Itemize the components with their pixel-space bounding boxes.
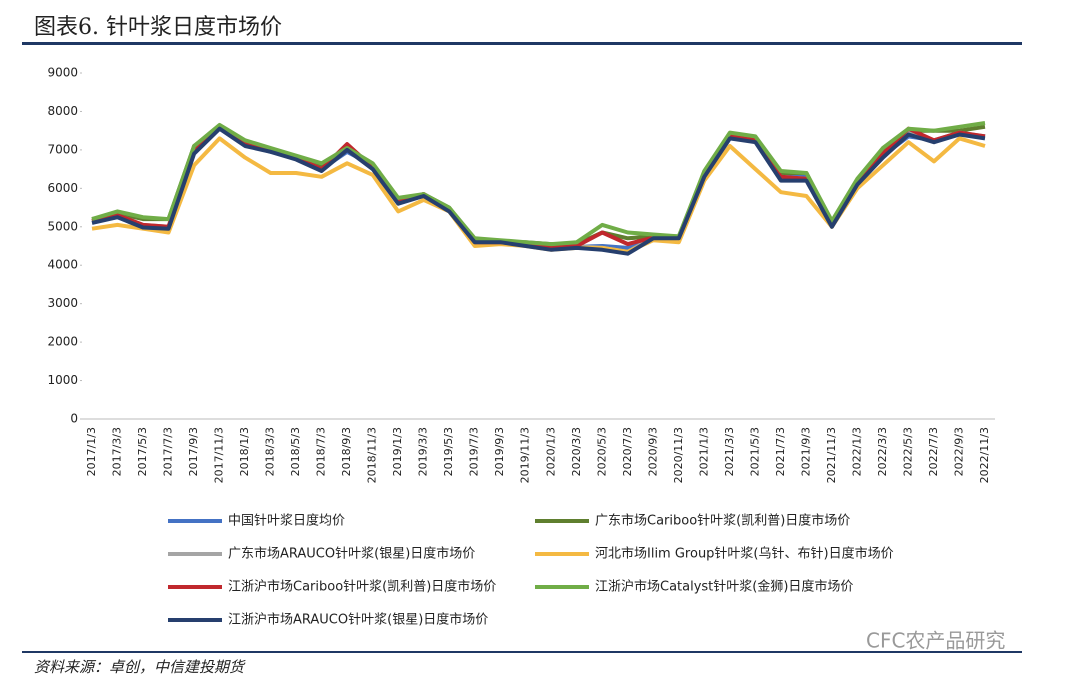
x-tick-label: 2021/11/3: [825, 427, 838, 483]
y-tick-label: 5000: [47, 219, 78, 233]
chart-title: 图表6. 针叶浆日度市场价: [34, 15, 282, 40]
legend-label: 中国针叶浆日度均价: [228, 513, 345, 529]
x-tick-label: 2018/5/3: [289, 427, 302, 476]
x-tick-label: 2017/3/3: [111, 427, 124, 476]
y-tick-label: 9000: [47, 66, 78, 80]
y-tick-label: 7000: [47, 142, 78, 156]
x-tick-label: 2017/5/3: [136, 427, 149, 476]
x-tick-label: 2019/1/3: [391, 427, 404, 476]
y-tick-label: 8000: [47, 104, 78, 118]
x-tick-label: 2017/11/3: [213, 427, 226, 483]
watermark: CFC农产品研究: [866, 629, 1005, 653]
x-tick-label: 2020/3/3: [570, 427, 583, 476]
x-tick-label: 2018/1/3: [238, 427, 251, 476]
x-tick-label: 2022/9/3: [952, 427, 965, 476]
legend-label: 河北市场Ilim Group针叶浆(乌针、布针)日度市场价: [595, 546, 894, 562]
y-tick-label: 1000: [47, 373, 78, 387]
y-tick-label: 4000: [47, 258, 78, 272]
x-tick-label: 2022/11/3: [978, 427, 991, 483]
title-rule: [22, 42, 1022, 45]
x-tick-label: 2019/3/3: [417, 427, 430, 476]
x-tick-label: 2018/9/3: [340, 427, 353, 476]
x-tick-label: 2019/11/3: [519, 427, 532, 483]
x-tick-label: 2022/1/3: [850, 427, 863, 476]
x-tick-label: 2021/5/3: [748, 427, 761, 476]
source: 资料来源：卓创，中信建投期货: [34, 658, 246, 676]
x-tick-label: 2020/9/3: [646, 427, 659, 476]
x-tick-label: 2022/3/3: [876, 427, 889, 476]
x-tick-label: 2017/9/3: [187, 427, 200, 476]
x-tick-label: 2018/3/3: [264, 427, 277, 476]
x-tick-label: 2020/7/3: [621, 427, 634, 476]
x-tick-label: 2019/7/3: [468, 427, 481, 476]
y-tick-label: 6000: [47, 181, 78, 195]
y-tick-label: 3000: [47, 296, 78, 310]
legend-label: 广东市场Cariboo针叶浆(凯利普)日度市场价: [595, 513, 850, 529]
x-tick-label: 2022/5/3: [901, 427, 914, 476]
series-line: [91, 126, 986, 256]
series-line: [91, 121, 986, 247]
x-tick-label: 2021/7/3: [774, 427, 787, 476]
x-tick-label: 2019/5/3: [442, 427, 455, 476]
x-tick-label: 2018/11/3: [366, 427, 379, 483]
x-tick-label: 2021/3/3: [723, 427, 736, 476]
legend-label: 江浙沪市场Catalyst针叶浆(金狮)日度市场价: [595, 579, 853, 595]
y-tick-label: 2000: [47, 335, 78, 349]
x-tick-label: 2020/1/3: [544, 427, 557, 476]
x-tick-label: 2021/9/3: [799, 427, 812, 476]
x-tick-label: 2020/11/3: [672, 427, 685, 483]
x-tick-label: 2020/5/3: [595, 427, 608, 476]
x-tick-label: 2018/7/3: [315, 427, 328, 476]
x-tick-label: 2019/9/3: [493, 427, 506, 476]
legend-label: 江浙沪市场ARAUCO针叶浆(银星)日度市场价: [228, 612, 488, 628]
y-tick-label: 0: [70, 412, 78, 426]
legend-label: 江浙沪市场Cariboo针叶浆(凯利普)日度市场价: [228, 579, 496, 595]
x-tick-label: 2017/1/3: [85, 427, 98, 476]
footer-rule: [22, 651, 1022, 653]
x-tick-label: 2022/7/3: [927, 427, 940, 476]
x-tick-label: 2017/7/3: [162, 427, 175, 476]
x-tick-label: 2021/1/3: [697, 427, 710, 476]
legend-label: 广东市场ARAUCO针叶浆(银星)日度市场价: [228, 546, 475, 562]
